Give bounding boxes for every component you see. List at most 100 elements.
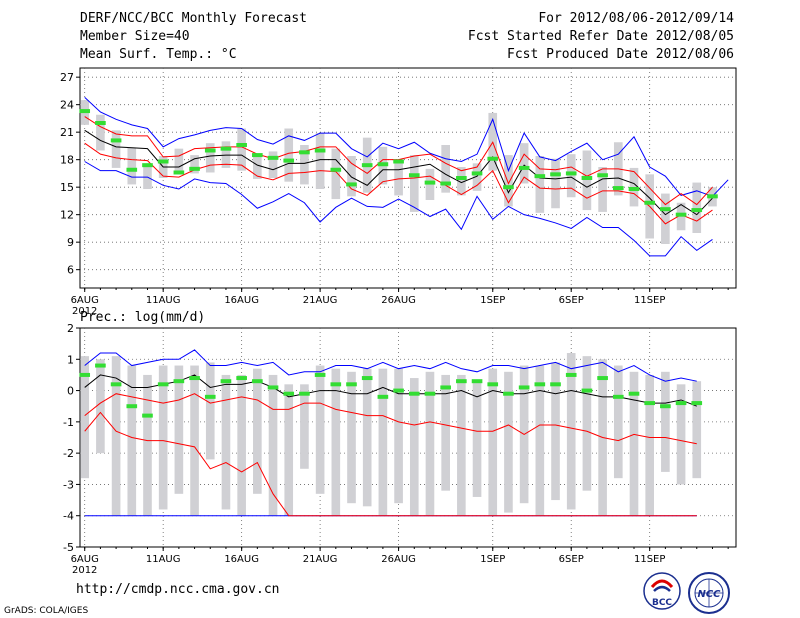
temp-ytick-label: 18	[60, 154, 74, 167]
temp-median-marker	[157, 159, 169, 164]
temp-median-marker	[236, 143, 247, 147]
temp-median-marker	[707, 194, 718, 199]
temp-median-marker	[189, 166, 200, 171]
prec-xtick-label: 6AUG	[71, 554, 99, 565]
temp-xtick-label: 16AUG	[224, 295, 259, 306]
prec-range-box	[378, 368, 388, 516]
prec-median-marker	[424, 391, 436, 396]
temp-median-marker	[565, 171, 577, 176]
prec-range-box	[582, 356, 592, 491]
prec-median-marker	[393, 388, 404, 393]
prec-ytick-label: -4	[63, 510, 74, 523]
prec-median-marker	[346, 382, 357, 387]
temp-ytick-label: 9	[67, 236, 74, 249]
temp-median-marker	[471, 171, 483, 176]
temp-median-marker	[204, 148, 216, 153]
prec-xtick-label: 11SEP	[634, 554, 665, 565]
temp-range-box	[174, 148, 184, 175]
prec-median-marker	[220, 379, 232, 384]
prec-range-box	[661, 371, 670, 472]
prec-range-box	[221, 374, 231, 510]
temp-xtick-label: 6SEP	[559, 295, 584, 306]
prec-range-box	[127, 365, 137, 516]
temp-ytick-label: 6	[67, 264, 74, 277]
prec-median-marker	[142, 413, 153, 418]
prec-median-marker	[189, 376, 200, 381]
temp-range-box	[661, 193, 670, 244]
prec-year-label: 2012	[72, 565, 97, 576]
prec-median-marker	[283, 391, 295, 396]
prec-range-box	[300, 384, 309, 469]
temp-median-marker	[283, 158, 295, 163]
temp-range-box	[253, 154, 262, 179]
prec-median-marker	[456, 379, 467, 384]
member-size: Member Size=40	[80, 29, 190, 44]
temp-xtick-label: 6AUG	[71, 295, 99, 306]
prec-xtick-label: 1SEP	[480, 554, 505, 565]
temp-range-box	[284, 128, 294, 182]
temp-ytick-label: 27	[60, 71, 74, 84]
prec-median-marker	[597, 376, 608, 381]
temp-range-box	[457, 167, 466, 196]
temp-median-marker	[550, 172, 561, 177]
source-url[interactable]: http://cmdp.ncc.cma.gov.cn	[76, 582, 280, 597]
temp-median-marker	[424, 180, 436, 185]
prec-range-box	[645, 374, 654, 516]
temp-range-box	[96, 114, 105, 151]
prec-mean-line	[84, 374, 697, 407]
prec-range-box	[158, 365, 168, 510]
prec-median-marker	[565, 372, 577, 377]
prec-range-box	[237, 374, 246, 516]
ncc-logo-text: NCC	[697, 589, 721, 600]
temp-ytick-label: 21	[60, 126, 74, 139]
ncc-logo: NCC	[688, 572, 730, 614]
prec-range-box	[409, 378, 419, 516]
prec-xtick-label: 6SEP	[559, 554, 584, 565]
temp-range-box	[205, 143, 215, 173]
temp-plot-frame	[79, 67, 737, 289]
temp-range-box	[472, 163, 482, 191]
temp-median-marker	[440, 181, 451, 186]
prec-range-box	[268, 374, 278, 516]
temp-median-marker	[456, 176, 467, 180]
temp-range-box	[315, 133, 325, 189]
prec-range-box	[96, 359, 105, 454]
temp-range-box	[111, 130, 121, 168]
prec-plot-frame	[79, 327, 737, 548]
prec-median-marker	[79, 372, 91, 377]
prec-median-marker	[612, 394, 624, 399]
temp-median-marker	[95, 121, 106, 125]
temp-min-line	[84, 161, 713, 257]
prec-median-marker	[95, 363, 106, 368]
temp-median-marker	[597, 173, 608, 178]
prec-range-box	[613, 365, 623, 479]
temp-range-box	[268, 151, 278, 178]
prec-median-marker	[534, 382, 546, 387]
temp-range-box	[441, 145, 450, 193]
temp-median-marker	[314, 148, 326, 153]
temp-median-marker	[330, 167, 342, 172]
temp-range-box	[598, 167, 607, 212]
temp-xtick-label: 1SEP	[480, 295, 505, 306]
prec-median-marker	[550, 382, 561, 387]
temp-range-box	[127, 147, 137, 185]
prec-median-marker	[487, 382, 499, 387]
prec-median-marker	[628, 391, 640, 396]
prec-range-box	[692, 381, 702, 479]
prec-ytick-label: 2	[67, 322, 74, 335]
fcst-started-date: Fcst Started Refer Date 2012/08/05	[467, 29, 734, 44]
temp-year-label: 2012	[72, 306, 97, 317]
temp-range-box	[692, 182, 702, 233]
prec-range-box	[331, 368, 341, 516]
prec-range-box	[174, 365, 184, 494]
temp-range-box	[551, 158, 560, 209]
temp-range-box	[504, 155, 513, 207]
prec-range-box	[111, 356, 121, 516]
chart-title: DERF/NCC/BCC Monthly Forecast	[80, 11, 307, 26]
prec-range-box	[253, 368, 262, 494]
prec-median-marker	[644, 401, 655, 406]
prec-range-box	[629, 371, 639, 516]
prec-range-box	[535, 365, 545, 516]
prec-median-marker	[660, 404, 671, 409]
